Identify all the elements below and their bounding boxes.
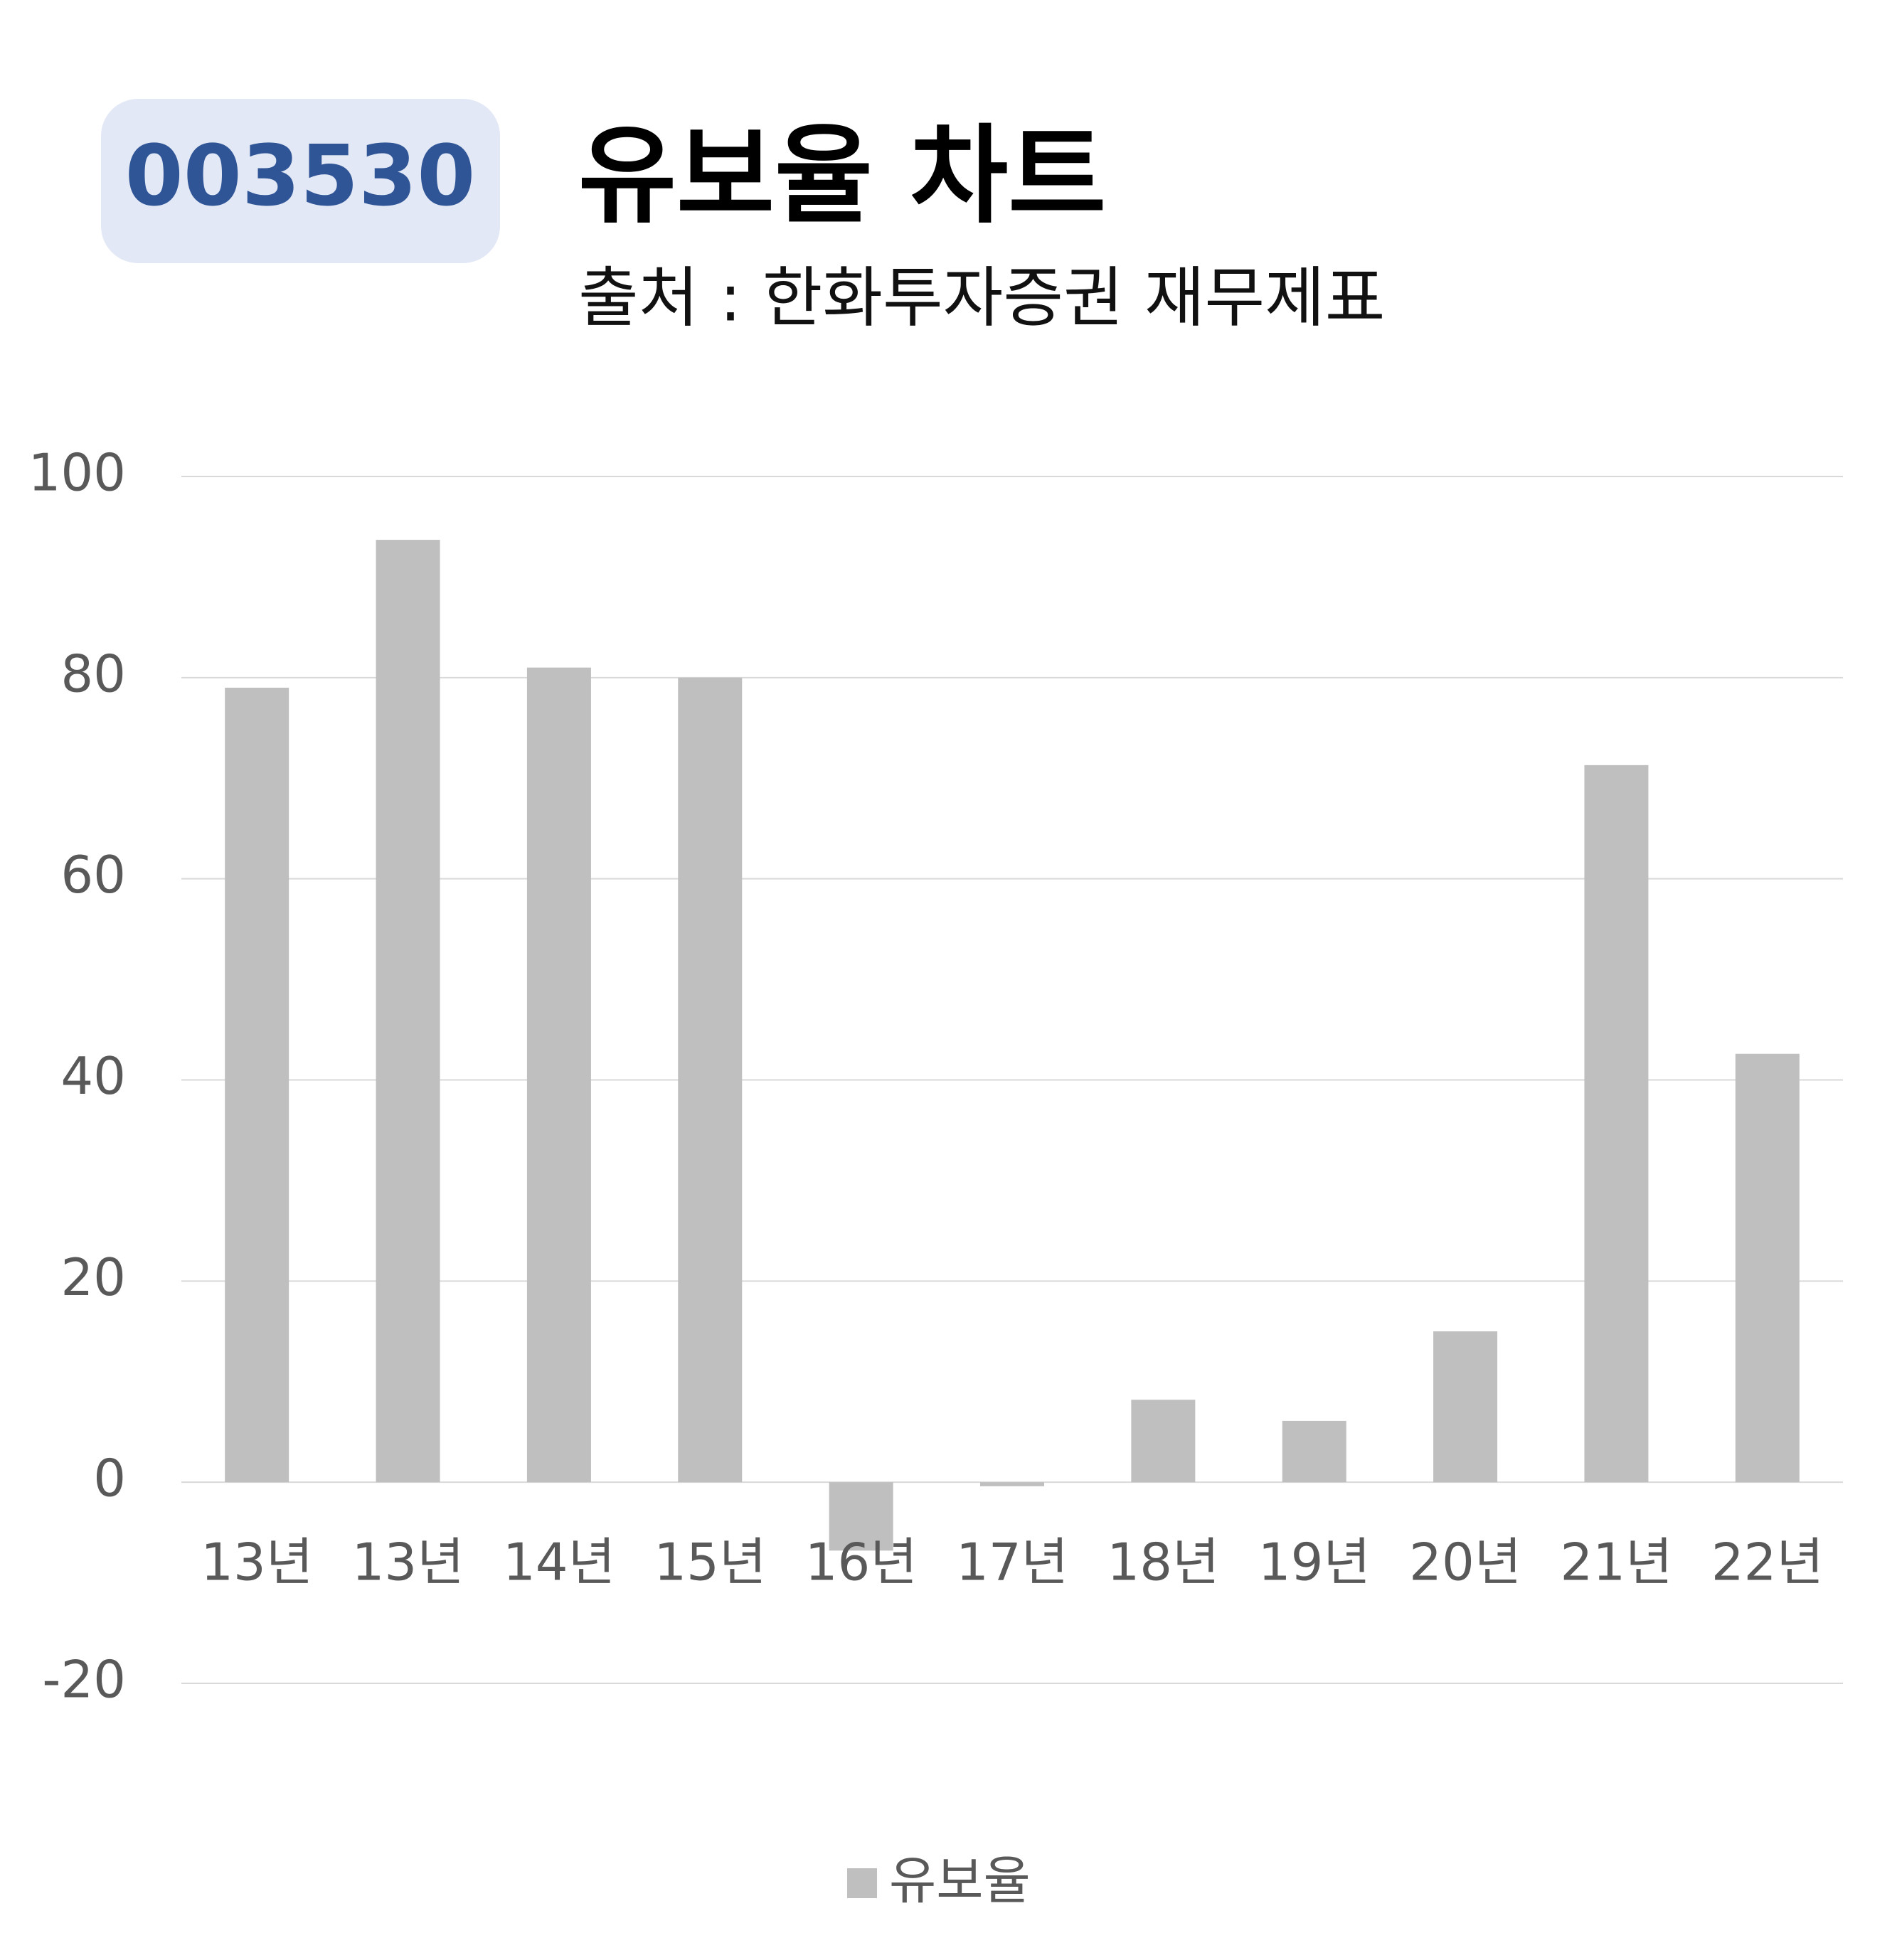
- y-tick-label: 80: [60, 644, 126, 703]
- bar: [1584, 765, 1649, 1483]
- bar: [376, 540, 440, 1483]
- y-tick-label: 60: [60, 845, 126, 905]
- y-tick-label: 20: [60, 1247, 126, 1307]
- x-tick-label: 17년: [956, 1533, 1068, 1592]
- bar: [829, 1482, 893, 1551]
- bar: [526, 667, 591, 1483]
- bar: [1433, 1331, 1498, 1483]
- x-tick-label: 16년: [805, 1533, 918, 1592]
- x-tick-label: 13년: [201, 1533, 313, 1592]
- bar: [678, 677, 743, 1483]
- x-tick-label: 14년: [503, 1533, 615, 1592]
- bar: [980, 1482, 1044, 1486]
- chart-subtitle: 출처 : 한화투자증권 재무제표: [578, 260, 1385, 336]
- x-tick-label: 21년: [1561, 1533, 1673, 1592]
- bar: [1282, 1420, 1346, 1483]
- bar: [1131, 1400, 1196, 1483]
- bar: [225, 687, 289, 1483]
- x-tick-label: 15년: [654, 1533, 766, 1592]
- y-tick-label: 100: [28, 443, 126, 503]
- chart-title: 유보율 차트: [578, 114, 1106, 238]
- x-tick-label: 20년: [1409, 1533, 1521, 1592]
- y-tick-label: 0: [93, 1449, 126, 1508]
- x-tick-label: 13년: [352, 1533, 464, 1592]
- code-badge: [101, 99, 500, 263]
- x-tick-label: 22년: [1711, 1533, 1824, 1592]
- legend-swatch: [847, 1868, 877, 1898]
- y-tick-label: -20: [42, 1650, 126, 1710]
- bar: [1735, 1053, 1800, 1483]
- legend-label: 유보율: [889, 1851, 1031, 1911]
- x-tick-label: 18년: [1107, 1533, 1219, 1592]
- x-tick-label: 19년: [1258, 1533, 1371, 1592]
- code: 003530: [125, 127, 476, 225]
- y-tick-label: 40: [60, 1046, 126, 1106]
